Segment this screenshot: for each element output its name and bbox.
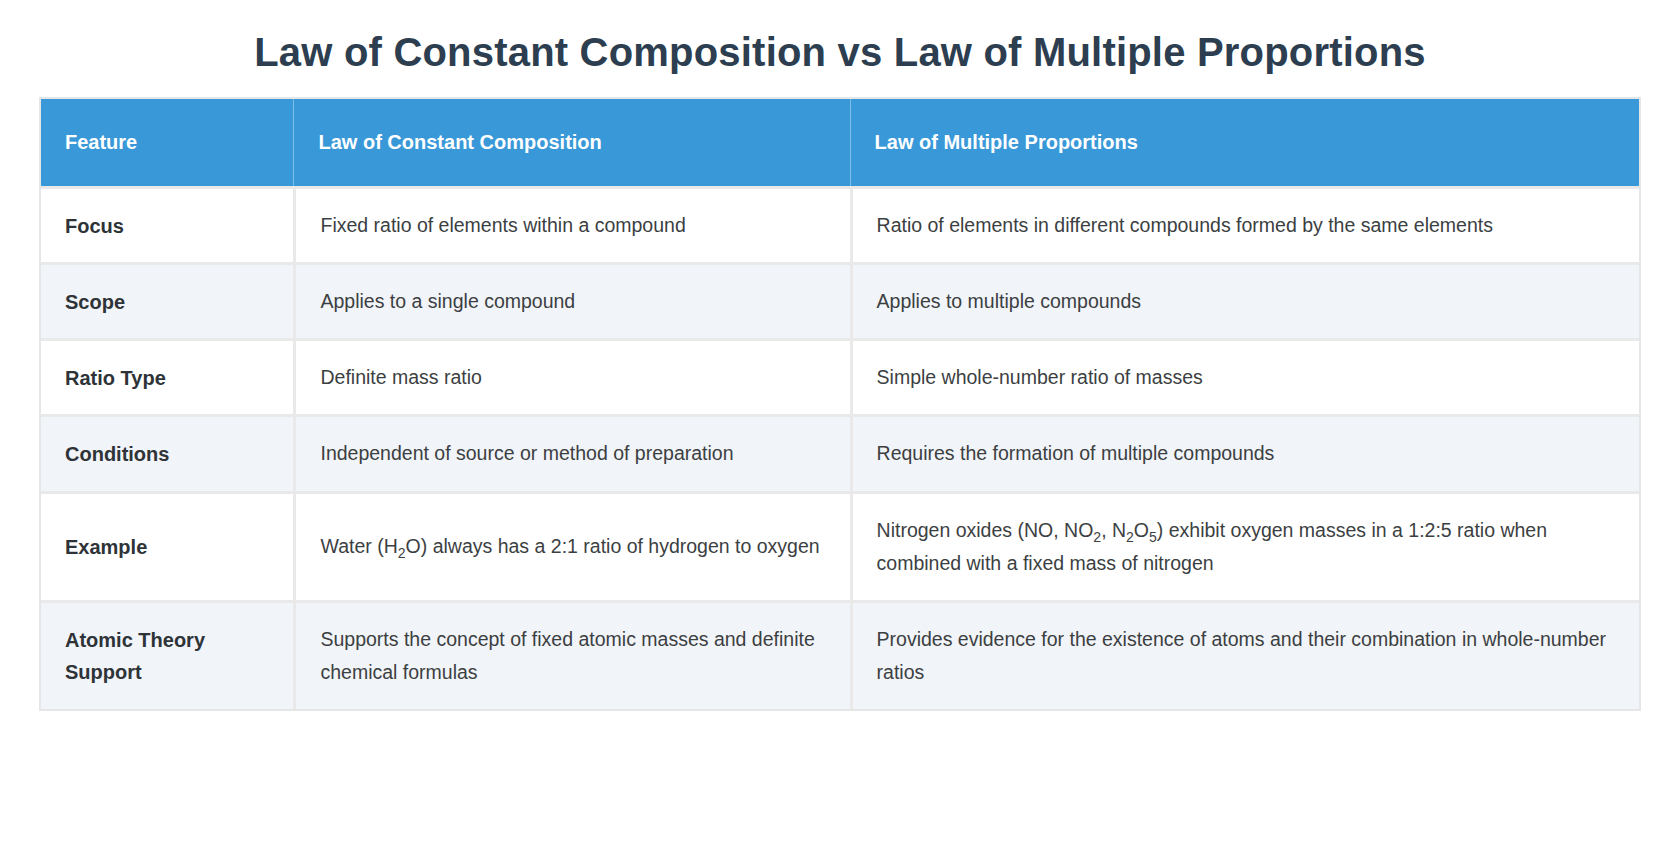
feature-label-focus: Focus [41, 186, 293, 262]
multiple-proportions-example: Nitrogen oxides (NO, NO2, N2O5) exhibit … [850, 491, 1639, 600]
feature-label-conditions: Conditions [41, 414, 293, 490]
table-header-row: Feature Law of Constant Composition Law … [41, 99, 1639, 186]
multiple-proportions-atomic-theory-support: Provides evidence for the existence of a… [850, 600, 1639, 709]
feature-label-ratio-type: Ratio Type [41, 338, 293, 414]
table-row-focus: Focus Fixed ratio of elements within a c… [41, 186, 1639, 262]
constant-composition-focus: Fixed ratio of elements within a compoun… [293, 186, 849, 262]
constant-composition-atomic-theory-support: Supports the concept of fixed atomic mas… [293, 600, 849, 709]
column-header-feature: Feature [41, 99, 293, 186]
table-row-atomic-theory-support: Atomic Theory Support Supports the conce… [41, 600, 1639, 709]
table-row-conditions: Conditions Independent of source or meth… [41, 414, 1639, 490]
comparison-table: Feature Law of Constant Composition Law … [39, 97, 1641, 711]
multiple-proportions-focus: Ratio of elements in different compounds… [850, 186, 1639, 262]
page: Law of Constant Composition vs Law of Mu… [0, 30, 1680, 858]
table-row-ratio-type: Ratio Type Definite mass ratio Simple wh… [41, 338, 1639, 414]
multiple-proportions-scope: Applies to multiple compounds [850, 262, 1639, 338]
constant-composition-scope: Applies to a single compound [293, 262, 849, 338]
table-row-scope: Scope Applies to a single compound Appli… [41, 262, 1639, 338]
constant-composition-conditions: Independent of source or method of prepa… [293, 414, 849, 490]
column-header-multiple-proportions: Law of Multiple Proportions [850, 99, 1639, 186]
multiple-proportions-conditions: Requires the formation of multiple compo… [850, 414, 1639, 490]
table-row-example: Example Water (H2O) always has a 2:1 rat… [41, 491, 1639, 600]
constant-composition-ratio-type: Definite mass ratio [293, 338, 849, 414]
feature-label-example: Example [41, 491, 293, 600]
constant-composition-example: Water (H2O) always has a 2:1 ratio of hy… [293, 491, 849, 600]
feature-label-atomic-theory-support: Atomic Theory Support [41, 600, 293, 709]
column-header-constant-composition: Law of Constant Composition [293, 99, 849, 186]
page-title: Law of Constant Composition vs Law of Mu… [40, 30, 1640, 75]
feature-label-scope: Scope [41, 262, 293, 338]
multiple-proportions-ratio-type: Simple whole-number ratio of masses [850, 338, 1639, 414]
